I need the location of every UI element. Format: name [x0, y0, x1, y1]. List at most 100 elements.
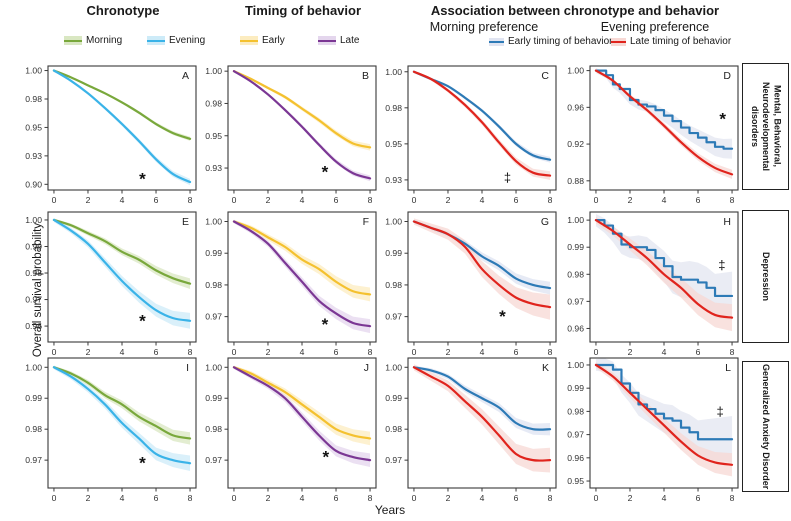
subheader-morning-preference: Morning preference	[429, 20, 539, 34]
panel-letter: A	[182, 70, 189, 82]
row-strip-generalized-anxiety: Generalized Anxiety Disorder	[742, 361, 789, 492]
x-tick-label: 0	[594, 493, 599, 503]
y-tick-label: 1.00	[567, 360, 584, 370]
x-tick-label: 2	[628, 347, 633, 357]
legend-line-icon	[611, 41, 626, 43]
x-tick-label: 8	[548, 493, 553, 503]
x-tick-label: 8	[730, 347, 735, 357]
x-tick-label: 0	[412, 347, 417, 357]
x-tick-label: 4	[480, 195, 485, 205]
y-tick-label: 0.93	[385, 175, 402, 185]
panel-letter: K	[542, 362, 549, 374]
y-tick-label: 0.98	[205, 98, 222, 108]
y-tick-label: 0.97	[25, 455, 42, 465]
x-tick-label: 2	[266, 493, 271, 503]
y-tick-label: 0.92	[567, 139, 584, 149]
y-tick-label: 0.98	[385, 103, 402, 113]
header-association: Association between chronotype and behav…	[430, 3, 720, 18]
y-tick-label: 0.99	[567, 242, 584, 252]
legend-item-label: Early timing of behavior	[508, 36, 613, 47]
panel-letter: E	[182, 216, 189, 228]
series-early-timing-of-behavior-line	[594, 219, 734, 298]
series-late-timing-of-behavior-line	[594, 219, 734, 319]
y-tick-label: 0.98	[205, 424, 222, 434]
panel-G-plot: 1.00 0.99 0.98 0.97 0 2 4 6 8 G *	[385, 211, 557, 357]
y-tick-label: 0.97	[567, 430, 584, 440]
significance-marker: ‡	[717, 404, 724, 419]
x-tick-label: 4	[300, 493, 305, 503]
legend-line-icon	[147, 39, 165, 42]
y-tick-label: 0.99	[205, 248, 222, 258]
significance-marker: ‡	[504, 170, 511, 185]
x-tick-label: 6	[154, 493, 159, 503]
y-tick-label: 0.95	[25, 122, 42, 132]
significance-marker: *	[139, 311, 146, 330]
x-axis-label: Years	[374, 503, 406, 517]
x-tick-label: 6	[514, 347, 519, 357]
x-tick-label: 6	[696, 195, 701, 205]
row-strip-depression: Depression	[742, 210, 789, 343]
y-tick-label: 0.96	[25, 321, 42, 331]
y-tick-label: 0.99	[205, 393, 222, 403]
x-tick-label: 2	[628, 493, 633, 503]
x-tick-label: 2	[446, 195, 451, 205]
early-timing-of-behavior-legend-chip	[489, 37, 504, 46]
x-tick-label: 8	[368, 493, 373, 503]
x-tick-label: 0	[594, 195, 599, 205]
y-tick-label: 0.99	[25, 241, 42, 251]
series-evening-line	[52, 218, 192, 322]
x-tick-label: 4	[120, 493, 125, 503]
x-tick-label: 4	[120, 347, 125, 357]
row-strip-mental-behavioral-neurodevelopmental: Mental, Behavioral, Neurodevelopmental d…	[742, 63, 789, 190]
panel-letter: H	[723, 216, 731, 228]
y-tick-label: 0.99	[567, 383, 584, 393]
series-early-timing-of-behavior-line	[412, 70, 552, 161]
y-tick-label: 0.95	[567, 476, 584, 486]
y-tick-label: 0.98	[25, 424, 42, 434]
x-tick-label: 6	[334, 195, 339, 205]
y-tick-label: 1.00	[385, 362, 402, 372]
y-tick-label: 0.98	[567, 406, 584, 416]
series-early-line	[232, 70, 372, 149]
y-tick-label: 0.93	[205, 163, 222, 173]
legend-item-label: Late timing of behavior	[630, 36, 732, 47]
panel-H-plot: 1.00 0.99 0.98 0.97 0.96 0 2 4 6 8 H ‡	[567, 211, 739, 357]
y-tick-label: 0.99	[25, 393, 42, 403]
y-tick-label: 0.98	[385, 424, 402, 434]
significance-marker: *	[139, 454, 146, 473]
x-tick-label: 8	[188, 493, 193, 503]
legend-item-early-timing-of-behavior: Early timing of behavior	[489, 36, 613, 47]
significance-marker: *	[322, 163, 329, 182]
x-tick-label: 6	[334, 493, 339, 503]
subheader-evening-preference: Evening preference	[600, 20, 710, 34]
series-late-timing-of-behavior-line	[594, 363, 734, 466]
morning-legend-chip	[64, 36, 82, 45]
late-timing-of-behavior-legend-chip	[611, 37, 626, 46]
series-morning-line	[52, 69, 192, 140]
significance-marker: ‡	[718, 257, 725, 272]
y-tick-label: 0.88	[567, 176, 584, 186]
y-tick-label: 1.00	[385, 67, 402, 77]
x-tick-label: 0	[52, 493, 57, 503]
series-evening-line	[52, 69, 192, 184]
legend-item-late: Late	[318, 35, 359, 46]
legend-line-icon	[489, 41, 504, 43]
panel-letter: J	[364, 362, 369, 374]
x-tick-label: 8	[548, 347, 553, 357]
panel-letter: C	[541, 70, 549, 82]
x-tick-label: 4	[120, 195, 125, 205]
y-tick-label: 0.97	[205, 455, 222, 465]
x-tick-label: 4	[480, 347, 485, 357]
y-tick-label: 0.97	[567, 296, 584, 306]
x-tick-label: 2	[446, 493, 451, 503]
panel-letter: I	[186, 362, 189, 374]
series-late-line	[232, 70, 372, 180]
x-tick-label: 8	[368, 347, 373, 357]
panel-F-plot: 1.00 0.99 0.98 0.97 0 2 4 6 8 F *	[205, 211, 377, 357]
y-tick-label: 0.98	[385, 280, 402, 290]
x-tick-label: 0	[412, 195, 417, 205]
panel-I-plot: 1.00 0.99 0.98 0.97 0 2 4 6 8 I *	[25, 357, 197, 503]
y-tick-label: 1.00	[385, 217, 402, 227]
series-late-timing-of-behavior-line	[412, 366, 552, 462]
